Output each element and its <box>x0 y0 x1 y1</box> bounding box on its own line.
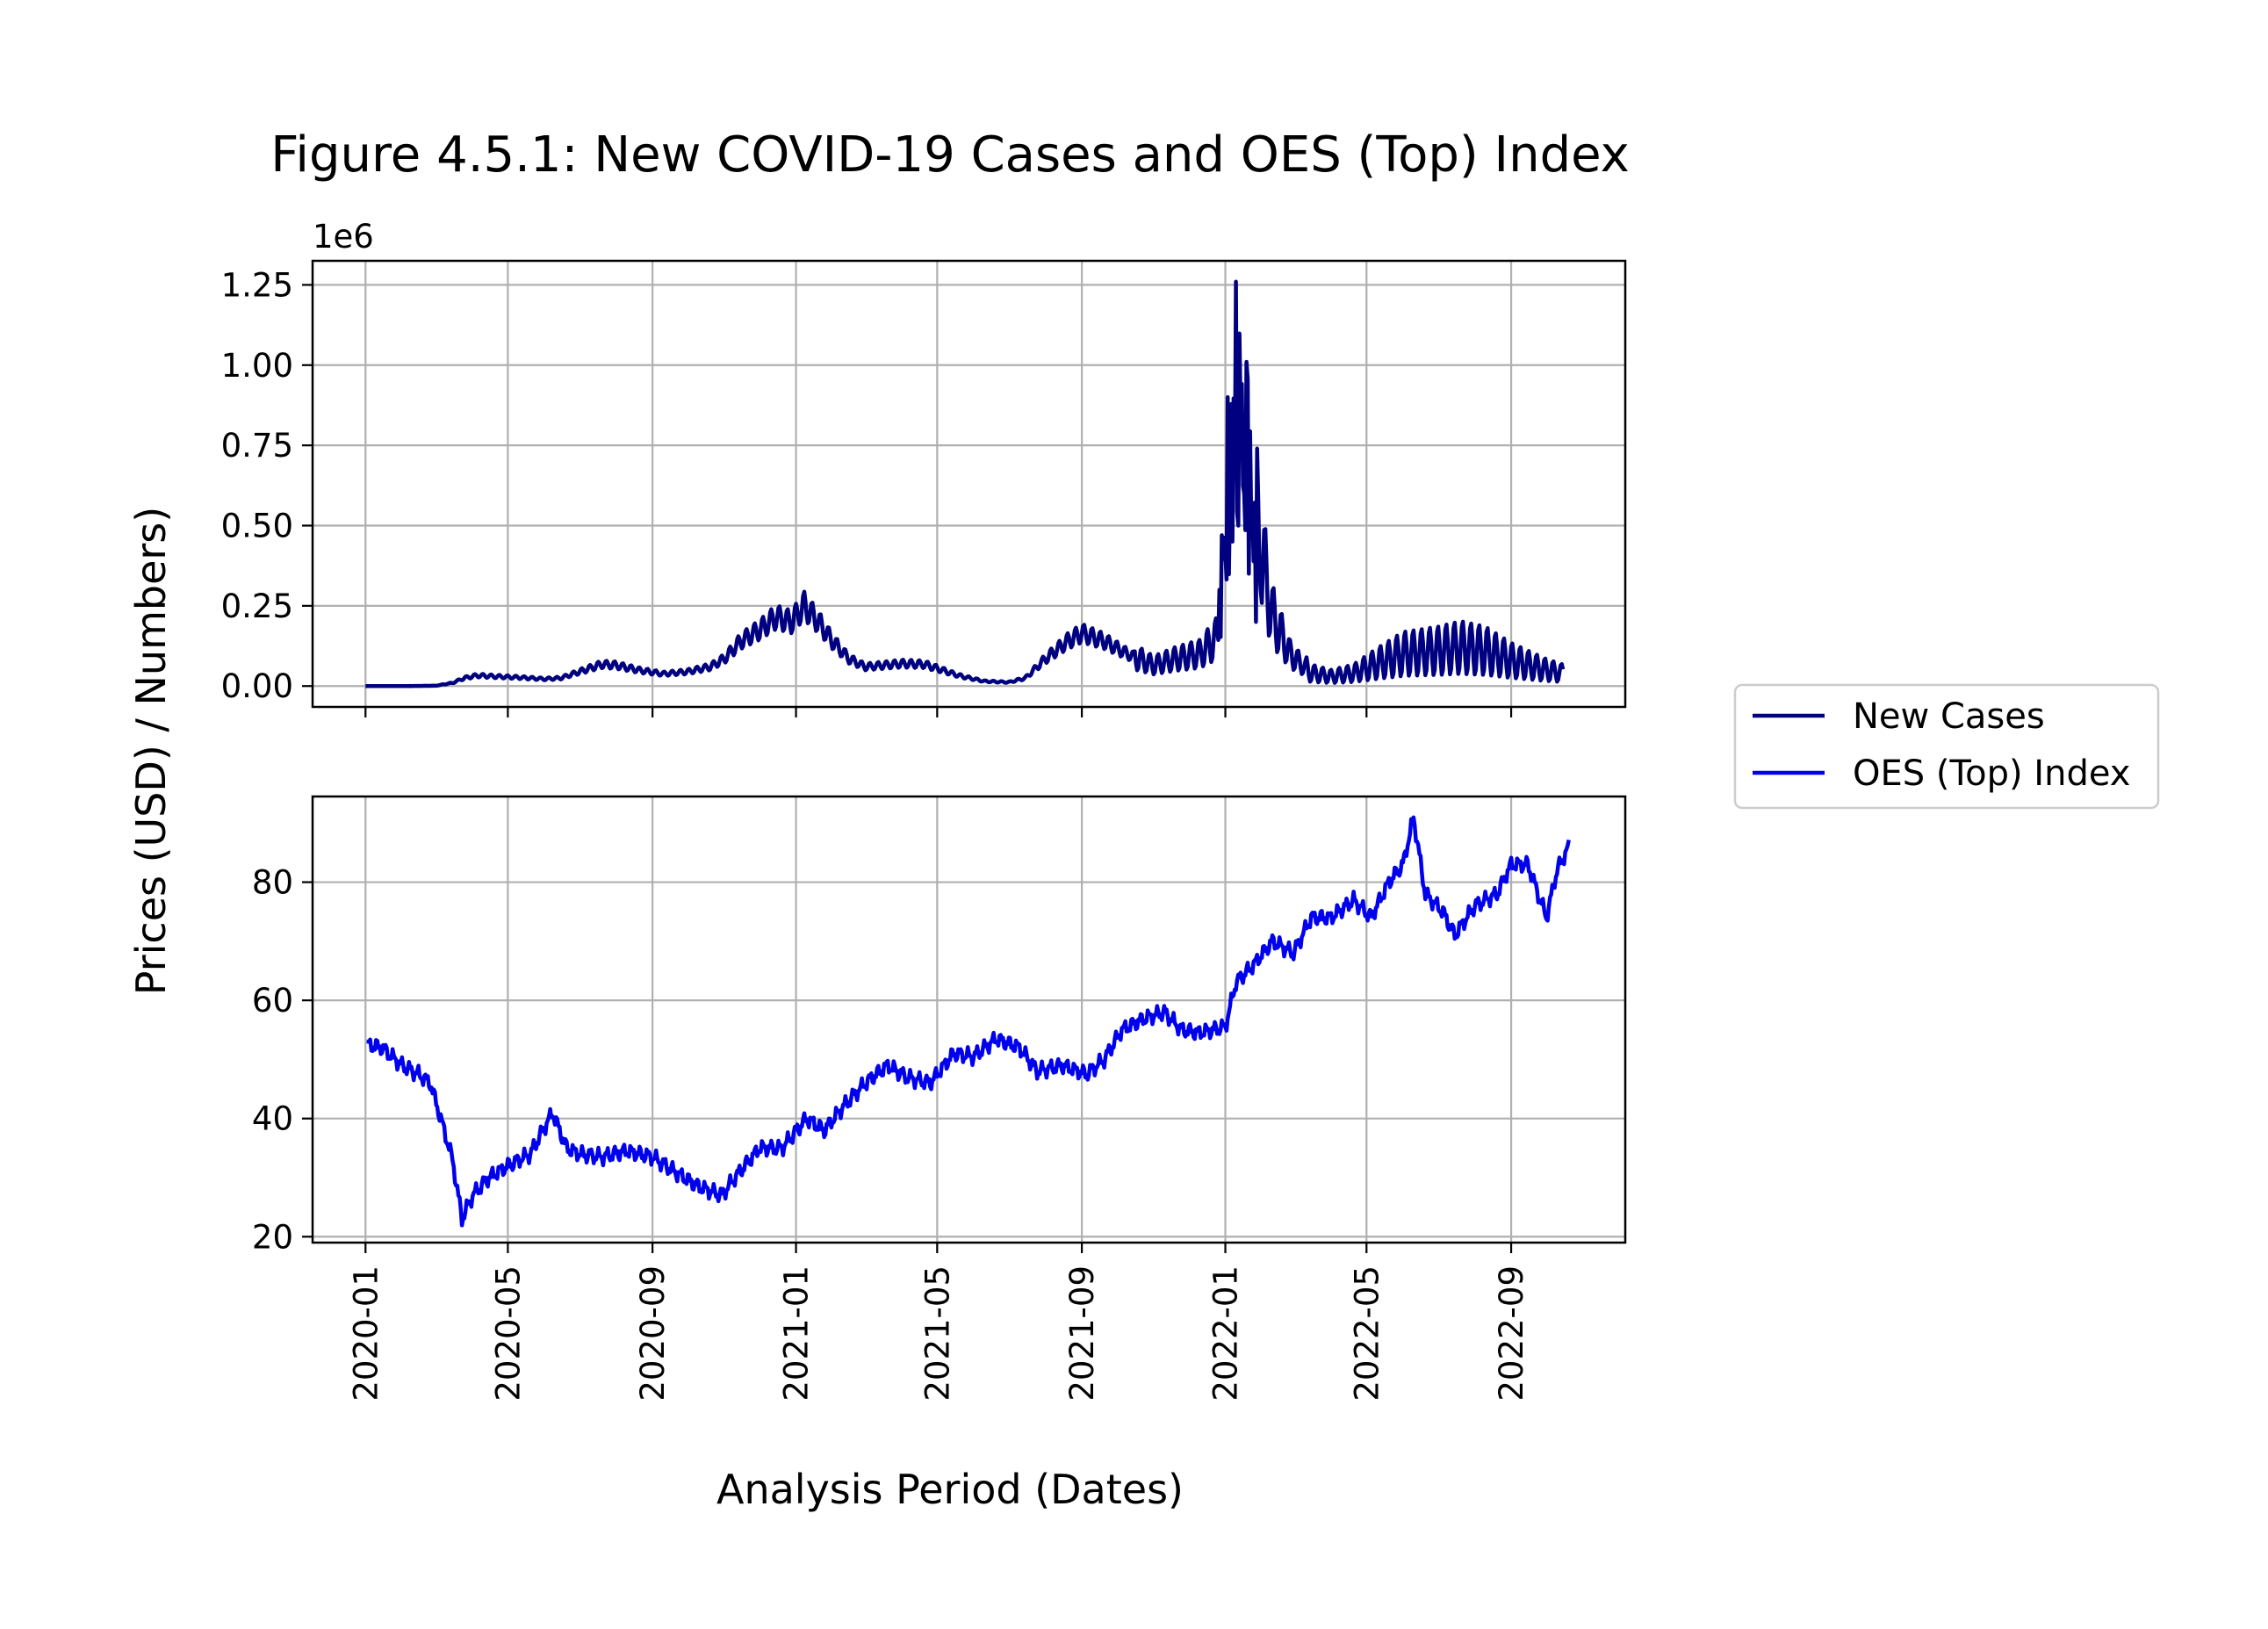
new-cases-xticks <box>364 707 1513 717</box>
y-tick-label: 60 <box>252 982 293 1020</box>
offset-text: 1e6 <box>313 218 374 256</box>
y-tick-label: 0.25 <box>221 587 293 625</box>
oes-index-axes-frame <box>311 795 1627 1244</box>
x-tick-label: 2021-01 <box>778 1265 816 1402</box>
x-tick-label: 2021-09 <box>1063 1265 1101 1402</box>
x-tick-label: 2022-09 <box>1493 1265 1530 1402</box>
new-cases-panel: 0.00 0.25 0.50 0.75 1.00 1.25 1e6 <box>221 218 1627 717</box>
y-tick-label: 1.00 <box>221 347 293 385</box>
y-tick-label: 0.00 <box>221 667 293 705</box>
x-tick-label: 2020-05 <box>489 1265 527 1402</box>
x-tick-label: 2020-09 <box>634 1265 672 1402</box>
new-cases-grid <box>313 261 1625 707</box>
y-tick-label: 1.25 <box>221 266 293 304</box>
x-tick-label: 2022-05 <box>1348 1265 1386 1402</box>
legend-label-oes-index: OES (Top) Index <box>1853 753 2130 794</box>
y-tick-label: 0.50 <box>221 508 293 545</box>
new-cases-axes-frame <box>311 259 1627 709</box>
x-axis-label: Analysis Period (Dates) <box>716 1466 1184 1513</box>
new-cases-yticks: 0.00 0.25 0.50 0.75 1.00 1.25 <box>221 266 313 705</box>
x-tick-label: 2022-01 <box>1207 1265 1245 1402</box>
chart-title: Figure 4.5.1: New COVID-19 Cases and OES… <box>270 126 1629 184</box>
y-tick-label: 20 <box>252 1218 293 1256</box>
x-tick-label: 2021-05 <box>918 1265 956 1402</box>
legend-label-new-cases: New Cases <box>1853 696 2045 737</box>
oes-index-grid <box>313 796 1625 1243</box>
new-cases-line <box>364 279 1566 688</box>
y-axis-label: Prices (USD) / Numbers) <box>127 507 175 995</box>
oes-index-line <box>365 815 1571 1228</box>
x-tick-label: 2020-01 <box>347 1265 385 1402</box>
oes-index-yticks: 20 40 60 80 <box>252 864 313 1256</box>
y-tick-label: 0.75 <box>221 427 293 465</box>
legend-box <box>1733 683 2160 810</box>
y-tick-label: 40 <box>252 1100 293 1138</box>
legend: New Cases OES (Top) Index <box>1733 683 2160 810</box>
oes-index-xticks: 2020-01 2020-05 2020-09 2021-01 2021-05 2021-… <box>347 1243 1530 1402</box>
y-tick-label: 80 <box>252 864 293 902</box>
